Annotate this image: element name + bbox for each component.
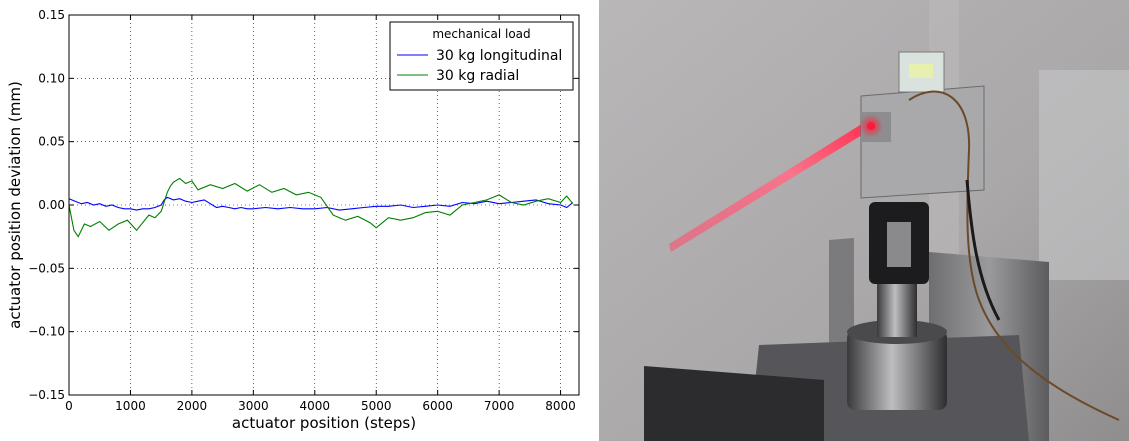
y-tick-label: 0.10 <box>38 71 65 85</box>
ground-cable <box>965 179 1001 321</box>
y-axis-label: actuator position deviation (mm) <box>6 81 24 329</box>
laser-actuator-photo <box>599 0 1129 441</box>
legend-box <box>389 21 574 91</box>
level-bubble <box>909 64 933 78</box>
series-lines <box>68 177 574 238</box>
deviation-chart: 0 1000 2000 3000 4000 5000 6000 7000 8000 −0.15 −0… <box>6 8 580 432</box>
legend: mechanical load 30 kg longitudinal 30 kg… <box>389 21 574 91</box>
tick-labels: 0 1000 2000 3000 4000 5000 6000 7000 8000 −0.15 −0… <box>28 8 576 413</box>
y-tick-label: 0.00 <box>38 198 65 212</box>
laser-aperture <box>867 122 875 130</box>
legend-label-longitudinal: 30 kg longitudinal <box>436 48 562 64</box>
x-tick-label: 5000 <box>361 399 392 413</box>
y-tick-label: 0.05 <box>38 135 65 149</box>
x-tick-label: 3000 <box>238 399 269 413</box>
signal-cable <box>908 90 1120 421</box>
x-tick-label: 6000 <box>422 399 453 413</box>
x-tick-label: 7000 <box>484 399 515 413</box>
y-tick-label: −0.15 <box>28 388 65 402</box>
series-line-1 <box>68 177 574 238</box>
y-tick-label: −0.05 <box>28 261 65 275</box>
background-window <box>1039 70 1129 280</box>
y-tick-label: −0.10 <box>28 325 65 339</box>
actuator-shaft <box>877 282 917 337</box>
x-axis-label: actuator position (steps) <box>232 414 416 432</box>
legend-title: mechanical load <box>432 27 530 41</box>
joint-slot <box>887 222 911 267</box>
x-tick-label: 1000 <box>115 399 146 413</box>
x-tick-label: 8000 <box>545 399 576 413</box>
base-cylinder <box>847 330 947 410</box>
front-block <box>644 366 824 441</box>
x-tick-label: 2000 <box>177 399 208 413</box>
x-tick-label: 0 <box>65 399 73 413</box>
y-tick-label: 0.15 <box>38 8 65 22</box>
laser-beam <box>669 122 867 252</box>
x-tick-label: 4000 <box>300 399 331 413</box>
ticks <box>68 14 579 396</box>
legend-label-radial: 30 kg radial <box>436 68 519 84</box>
series-line-0 <box>68 196 574 211</box>
